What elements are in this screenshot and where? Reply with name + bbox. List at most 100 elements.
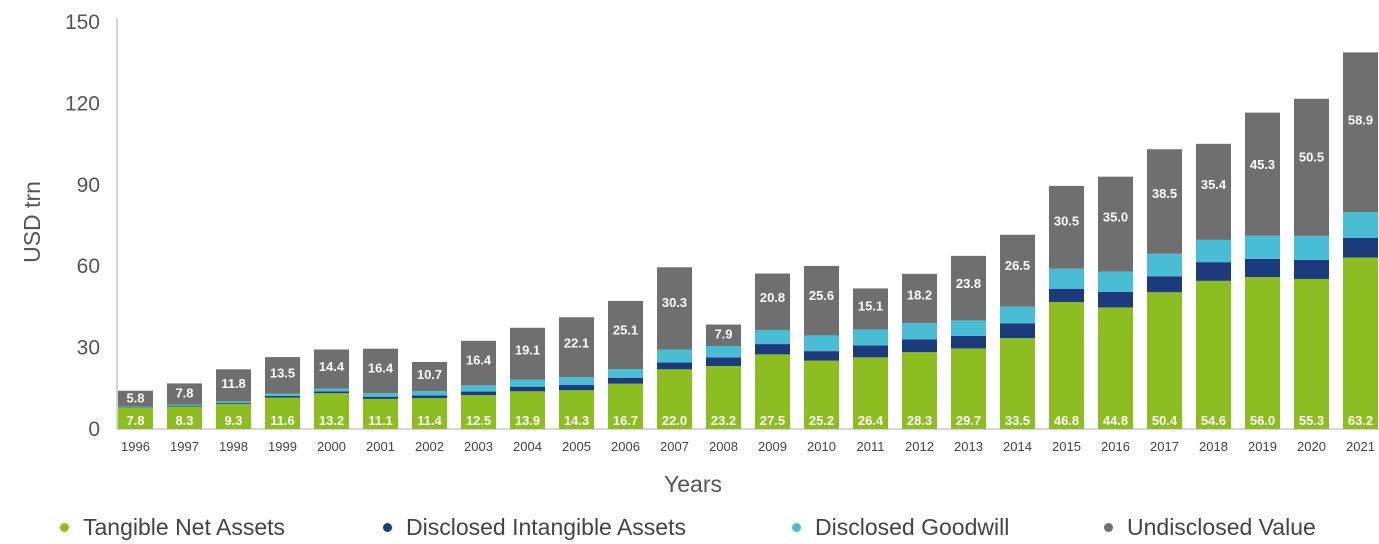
bar-disclosed-goodwill bbox=[951, 320, 986, 336]
data-label-tangible-net-assets: 26.4 bbox=[858, 413, 884, 428]
x-axis-title: Years bbox=[664, 471, 722, 497]
legend-label: Tangible Net Assets bbox=[83, 514, 286, 540]
bar-undisclosed-value bbox=[1196, 143, 1231, 240]
bar-tangible-net-assets bbox=[902, 352, 937, 429]
data-label-undisclosed-value: 18.2 bbox=[907, 288, 932, 303]
bar-undisclosed-value bbox=[657, 267, 692, 350]
bar-disclosed-intangible-assets bbox=[510, 386, 545, 392]
bar-disclosed-goodwill bbox=[1098, 271, 1133, 292]
legend-label: Disclosed Goodwill bbox=[815, 514, 1010, 540]
data-label-tangible-net-assets: 12.5 bbox=[466, 413, 491, 428]
data-label-undisclosed-value: 45.3 bbox=[1250, 157, 1275, 172]
bar-disclosed-intangible-assets bbox=[1196, 262, 1231, 281]
data-label-undisclosed-value: 35.0 bbox=[1103, 210, 1128, 225]
x-tick-label: 2010 bbox=[807, 439, 836, 454]
bar-undisclosed-value bbox=[118, 390, 153, 407]
bar-disclosed-intangible-assets bbox=[706, 357, 741, 367]
bar-disclosed-intangible-assets bbox=[412, 395, 447, 399]
data-label-undisclosed-value: 11.8 bbox=[221, 376, 246, 391]
data-label-undisclosed-value: 25.6 bbox=[809, 288, 834, 303]
data-label-undisclosed-value: 15.1 bbox=[858, 299, 883, 314]
bar-disclosed-intangible-assets bbox=[1147, 276, 1182, 293]
data-label-undisclosed-value: 14.4 bbox=[319, 359, 345, 374]
y-tick-label: 0 bbox=[88, 418, 100, 441]
bar-disclosed-goodwill bbox=[1049, 268, 1084, 289]
data-label-tangible-net-assets: 11.6 bbox=[270, 413, 295, 428]
bar-tangible-net-assets bbox=[608, 383, 643, 429]
bar-undisclosed-value bbox=[559, 317, 594, 378]
x-tick-label: 2017 bbox=[1150, 439, 1179, 454]
bar-disclosed-intangible-assets bbox=[167, 405, 202, 407]
bar-undisclosed-value bbox=[853, 288, 888, 330]
x-axis-ticks: 1996 1997 1998 1999 2000 2001 2002 2003 2004 2005… bbox=[121, 439, 1375, 454]
data-label-undisclosed-value: 5.8 bbox=[126, 390, 144, 405]
data-label-tangible-net-assets: 63.2 bbox=[1348, 413, 1373, 428]
bar-undisclosed-value bbox=[510, 327, 545, 380]
legend-item-disclosed-goodwill[interactable]: Disclosed Goodwill bbox=[792, 514, 1009, 541]
x-tick-label: 2014 bbox=[1003, 439, 1032, 454]
bar-tangible-net-assets bbox=[363, 398, 398, 429]
data-label-tangible-net-assets: 25.2 bbox=[809, 413, 834, 428]
data-label-undisclosed-value: 7.9 bbox=[714, 327, 732, 342]
bar-tangible-net-assets bbox=[1294, 278, 1329, 429]
bar-disclosed-intangible-assets bbox=[853, 345, 888, 358]
data-label-undisclosed-value: 30.5 bbox=[1054, 214, 1079, 229]
bar-tangible-net-assets bbox=[1098, 307, 1133, 429]
bar-tangible-net-assets bbox=[265, 397, 300, 429]
bar-disclosed-goodwill bbox=[804, 335, 839, 352]
bar-disclosed-goodwill bbox=[167, 404, 202, 406]
x-tick-label: 2016 bbox=[1101, 439, 1130, 454]
bar-undisclosed-value bbox=[902, 273, 937, 324]
bar-disclosed-intangible-assets bbox=[657, 362, 692, 370]
data-label-tangible-net-assets: 8.3 bbox=[175, 413, 193, 428]
bar-undisclosed-value bbox=[706, 324, 741, 346]
bar-undisclosed-value bbox=[804, 265, 839, 336]
bar-undisclosed-value bbox=[461, 340, 496, 386]
bar-disclosed-goodwill bbox=[1196, 239, 1231, 263]
legend-item-disclosed-intangible-assets[interactable]: Disclosed Intangible Assets bbox=[383, 514, 686, 541]
bar-undisclosed-value bbox=[755, 273, 790, 330]
bar-disclosed-intangible-assets bbox=[363, 396, 398, 399]
x-tick-label: 2013 bbox=[954, 439, 983, 454]
bar-undisclosed-value bbox=[1147, 149, 1182, 254]
data-label-tangible-net-assets: 11.4 bbox=[417, 413, 442, 428]
bar-tangible-net-assets bbox=[118, 407, 153, 429]
bar-disclosed-intangible-assets bbox=[1098, 291, 1133, 308]
y-tick-label: 30 bbox=[77, 337, 100, 360]
data-label-tangible-net-assets: 50.4 bbox=[1152, 413, 1178, 428]
bar-disclosed-intangible-assets bbox=[1294, 259, 1329, 279]
x-tick-label: 1996 bbox=[121, 439, 150, 454]
bar-undisclosed-value bbox=[314, 349, 349, 389]
bar-undisclosed-value bbox=[216, 369, 251, 402]
bar-disclosed-goodwill bbox=[706, 345, 741, 358]
data-label-undisclosed-value: 25.1 bbox=[613, 323, 638, 338]
data-labels-group: 7.8 5.8 8.3 7.8 9.3 11.8 11.6 13.5 13.2 14.4 11.1 1… bbox=[126, 113, 1373, 428]
bar-tangible-net-assets bbox=[1049, 302, 1084, 429]
data-label-tangible-net-assets: 44.8 bbox=[1103, 413, 1128, 428]
bar-disclosed-goodwill bbox=[853, 329, 888, 346]
bar-disclosed-intangible-assets bbox=[461, 391, 496, 396]
data-label-tangible-net-assets: 27.5 bbox=[760, 413, 785, 428]
bar-disclosed-goodwill bbox=[216, 401, 251, 403]
legend-item-undisclosed-value[interactable]: Undisclosed Value bbox=[1104, 514, 1316, 541]
legend-label: Undisclosed Value bbox=[1127, 514, 1316, 540]
data-label-tangible-net-assets: 55.3 bbox=[1299, 413, 1324, 428]
y-axis-ticks: 0 30 60 90 120 150 bbox=[65, 11, 100, 441]
data-label-undisclosed-value: 20.8 bbox=[760, 290, 785, 305]
bar-undisclosed-value bbox=[1343, 52, 1378, 213]
bar-tangible-net-assets bbox=[1343, 257, 1378, 429]
bar-disclosed-goodwill bbox=[363, 393, 398, 397]
legend-item-tangible-net-assets[interactable]: Tangible Net Assets bbox=[60, 514, 285, 541]
bar-undisclosed-value bbox=[951, 255, 986, 321]
y-tick-label: 60 bbox=[77, 255, 100, 278]
bar-tangible-net-assets bbox=[314, 393, 349, 429]
bar-disclosed-goodwill bbox=[1294, 235, 1329, 260]
bar-disclosed-intangible-assets bbox=[608, 377, 643, 384]
data-label-undisclosed-value: 35.4 bbox=[1201, 177, 1227, 192]
data-label-undisclosed-value: 38.5 bbox=[1152, 186, 1177, 201]
bar-disclosed-goodwill bbox=[510, 379, 545, 387]
bar-disclosed-intangible-assets bbox=[755, 344, 790, 355]
bar-disclosed-goodwill bbox=[314, 388, 349, 392]
data-label-undisclosed-value: 13.5 bbox=[270, 365, 295, 380]
bar-tangible-net-assets bbox=[657, 369, 692, 429]
